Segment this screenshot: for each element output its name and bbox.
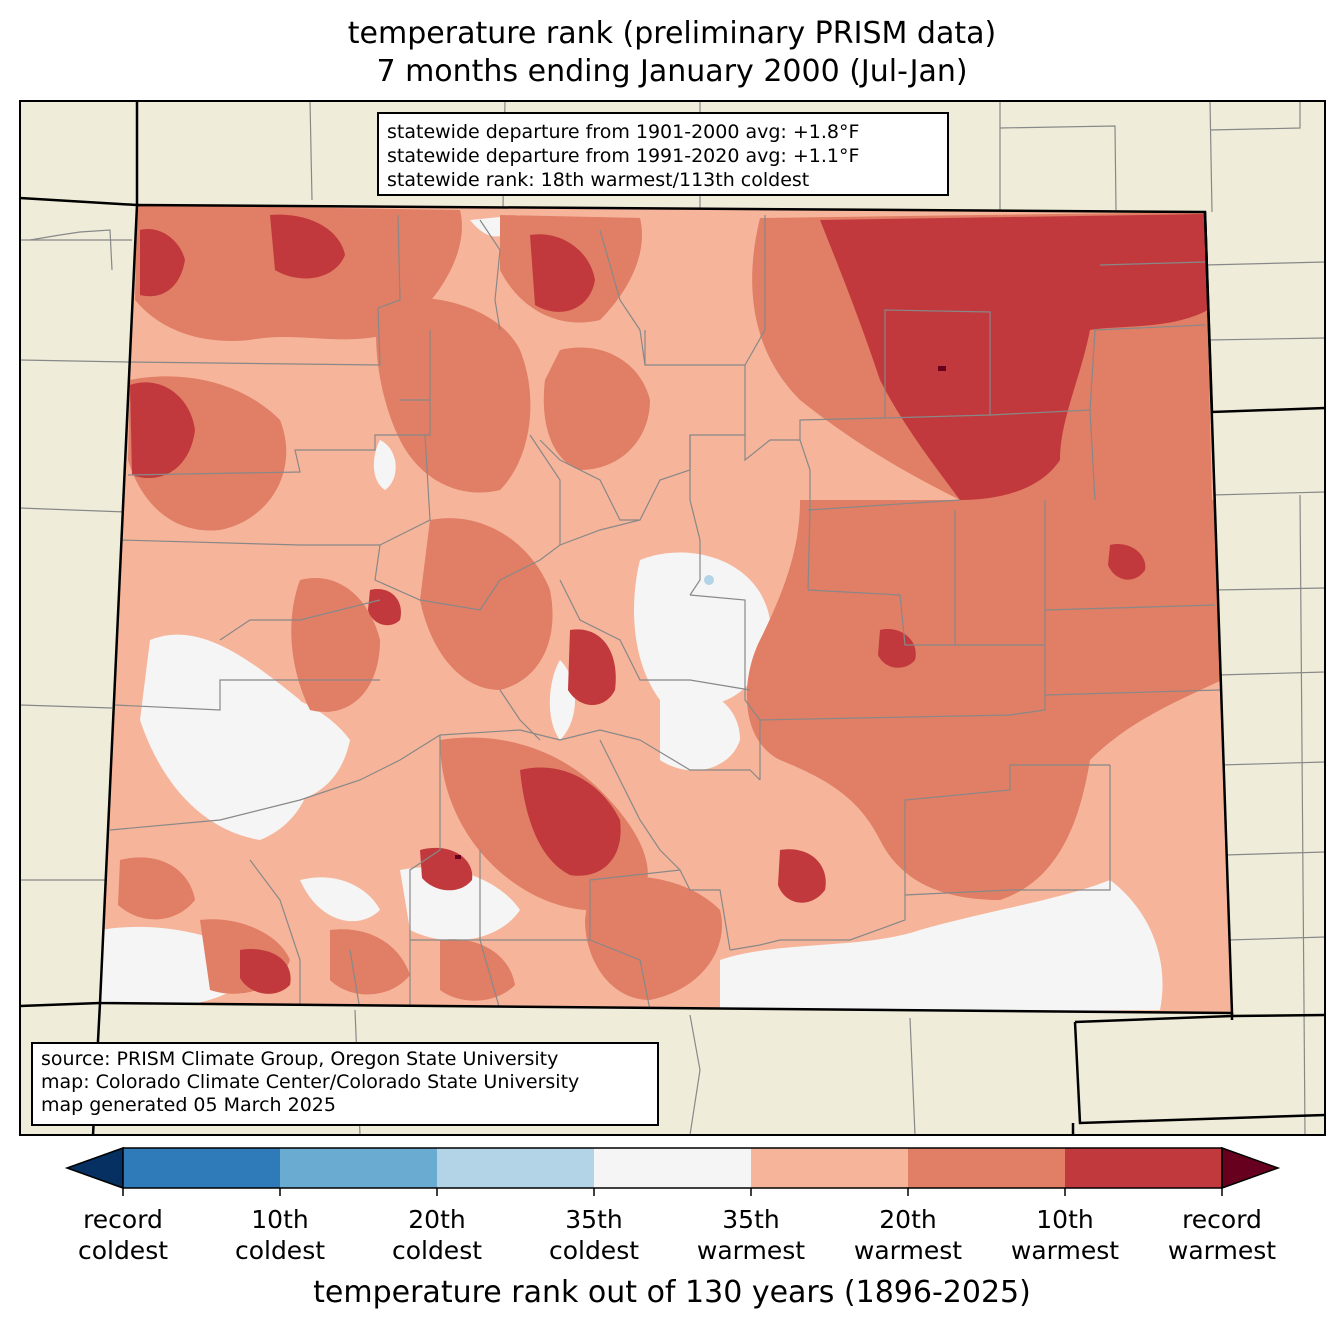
colorbar-arrow-record-coldest xyxy=(64,1146,124,1190)
colorado-county-lines xyxy=(109,214,1221,1011)
colorbar-bin-10th-coldest xyxy=(123,1148,280,1188)
stats-departure-1991-2020: statewide departure from 1991-2020 avg: … xyxy=(387,145,860,167)
colorbar-label-20th-warmest: 20th warmest xyxy=(828,1204,988,1266)
colorbar-label-line: warmest xyxy=(1010,1236,1120,1265)
colorbar-label-line: 20th xyxy=(408,1205,466,1234)
colorbar-label-line: 20th xyxy=(879,1205,937,1234)
map-title-line2: 7 months ending January 2000 (Jul-Jan) xyxy=(376,54,968,89)
colorbar-label-line: coldest xyxy=(548,1236,640,1265)
colorbar-label-line: warmest xyxy=(1167,1236,1277,1265)
colorbar-label-35th-coldest: 35th coldest xyxy=(514,1204,674,1266)
colorbar-title: temperature rank out of 130 years (1896-… xyxy=(313,1275,1031,1310)
source-map-credit: map: Colorado Climate Center/Colorado St… xyxy=(41,1071,580,1093)
colorbar-label-20th-coldest: 20th coldest xyxy=(357,1204,517,1266)
colorbar-ticks xyxy=(122,1188,1223,1196)
source-box: source: PRISM Climate Group, Oregon Stat… xyxy=(31,1042,659,1126)
colorbar-label-record-coldest: record coldest xyxy=(43,1204,203,1266)
colorbar-label-record-warmest: record warmest xyxy=(1142,1204,1302,1266)
colorbar-label-10th-coldest: 10th coldest xyxy=(200,1204,360,1266)
map-frame xyxy=(19,100,1326,1136)
stats-departure-1901-2000: statewide departure from 1901-2000 avg: … xyxy=(387,121,860,143)
colorbar-label-line: 35th xyxy=(565,1205,623,1234)
colorbar-arrow-record-warmest xyxy=(1221,1146,1281,1190)
map-title-line1: temperature rank (preliminary PRISM data… xyxy=(347,16,997,51)
colorbar-label-line: warmest xyxy=(696,1236,806,1265)
colorbar-label-line: 10th xyxy=(251,1205,309,1234)
stats-statewide-rank: statewide rank: 18th warmest/113th colde… xyxy=(387,169,810,191)
colorado-rank-field xyxy=(100,205,1232,1013)
colorbar-label-line: 35th xyxy=(722,1205,780,1234)
colorbar-label-line: coldest xyxy=(391,1236,483,1265)
colorbar-bin-35th-coldest xyxy=(437,1148,594,1188)
colorbar-label-line: coldest xyxy=(77,1236,169,1265)
colorbar-label-line: record xyxy=(1182,1205,1262,1234)
colorbar-bin-10th-warmest xyxy=(1065,1148,1222,1188)
colorbar xyxy=(64,1146,1281,1196)
colorbar-label-line: record xyxy=(83,1205,163,1234)
source-data-credit: source: PRISM Climate Group, Oregon Stat… xyxy=(41,1048,559,1070)
state-borders xyxy=(19,101,1326,1136)
colorbar-bin-20th-warmest xyxy=(908,1148,1065,1188)
colorbar-label-line: warmest xyxy=(853,1236,963,1265)
colorbar-bin-35th-warmest xyxy=(751,1148,908,1188)
colorbar-label-line: coldest xyxy=(234,1236,326,1265)
colorbar-label-35th-warmest: 35th warmest xyxy=(671,1204,831,1266)
colorbar-label-10th-warmest: 10th warmest xyxy=(985,1204,1145,1266)
source-generated-date: map generated 05 March 2025 xyxy=(41,1094,336,1116)
statewide-stats-box: statewide departure from 1901-2000 avg: … xyxy=(377,112,949,196)
colorbar-bin-20th-coldest xyxy=(280,1148,437,1188)
colorbar-bin-near-normal xyxy=(594,1148,751,1188)
colorbar-label-line: 10th xyxy=(1036,1205,1094,1234)
